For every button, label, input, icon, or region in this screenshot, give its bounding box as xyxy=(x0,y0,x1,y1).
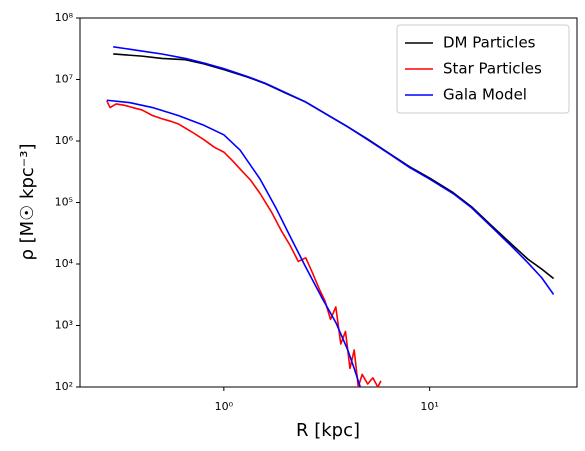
y-tick-label: 10² xyxy=(55,380,73,393)
data-line xyxy=(113,46,555,295)
legend-label: Star Particles xyxy=(443,60,542,78)
data-line xyxy=(106,99,362,387)
y-tick-label: 10⁸ xyxy=(55,11,74,24)
y-tick-label: 10⁵ xyxy=(55,196,73,209)
data-line xyxy=(106,100,382,387)
y-tick-label: 10⁴ xyxy=(55,257,74,270)
y-tick-label: 10³ xyxy=(55,319,73,332)
x-tick-label: 10⁰ xyxy=(215,400,234,413)
x-tick-label: 10¹ xyxy=(420,400,438,413)
plot-area xyxy=(106,46,555,387)
y-tick-label: 10⁷ xyxy=(55,73,73,86)
y-tick-label: 10⁶ xyxy=(55,134,74,147)
legend-label: Gala Model xyxy=(443,86,527,104)
x-axis-label: R [kpc] xyxy=(296,420,360,441)
legend-label: DM Particles xyxy=(443,34,536,52)
y-axis-label: ρ [M☉ kpc⁻³] xyxy=(17,143,38,260)
legend-box xyxy=(396,24,570,114)
